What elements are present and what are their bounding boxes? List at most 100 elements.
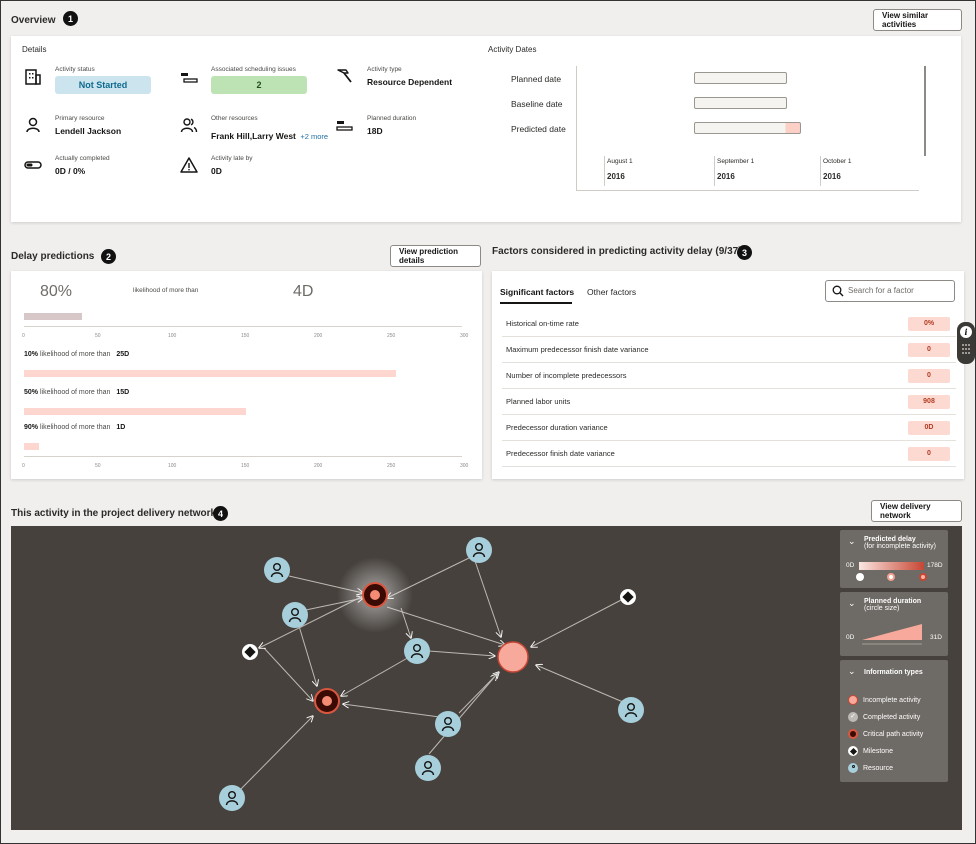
actually-completed-field: Actually completed 0D / 0% [55, 155, 110, 176]
factor-search-placeholder: Search for a factor [848, 286, 914, 295]
chevron-down-icon[interactable]: ⌄ [848, 536, 856, 546]
factor-value-badge: 0 [908, 446, 950, 461]
prediction-row-label: 50% likelihood of more than 15D [24, 389, 129, 396]
bottom-axis-tick: 300 [460, 463, 469, 469]
warning-icon [180, 157, 198, 173]
bottom-axis-tick: 100 [168, 463, 177, 469]
incomplete-activity-icon [848, 695, 858, 705]
network-edges [237, 557, 626, 793]
prediction-row-days: 25D [116, 351, 130, 358]
headline-days: 4D [293, 283, 314, 300]
gantt-row-baseline-label: Baseline date [511, 99, 563, 109]
activity-type-field: Activity type Resource Dependent [367, 66, 452, 87]
prediction-bar [24, 408, 246, 415]
factor-name: Number of incomplete predecessors [506, 371, 627, 380]
delay-predictions-title: Delay predictions [11, 251, 95, 262]
critical-path-icon [848, 729, 858, 739]
legend-info-title: Information types [864, 669, 923, 676]
factor-row[interactable]: Predecessor finish date variance 0 [502, 441, 956, 467]
resource-node[interactable] [264, 557, 290, 583]
legend-item-critical: Critical path activity [848, 729, 923, 739]
scheduling-issues-field: Associated scheduling issues 2 [211, 66, 307, 94]
view-delivery-network-button[interactable]: View delivery network [871, 500, 962, 522]
prediction-row-text: likelihood of more than [38, 424, 113, 431]
bottom-axis-tick: 150 [241, 463, 250, 469]
gantt-scrollbar[interactable] [924, 66, 926, 156]
resource-node[interactable] [466, 537, 492, 563]
prediction-bar [24, 443, 39, 450]
gantt-left-axis [576, 66, 577, 191]
legend-planned-duration-title: Planned duration (circle size) [864, 598, 922, 612]
resource-node[interactable] [415, 755, 441, 781]
milestone-node[interactable] [620, 589, 636, 605]
late-by-value: 0D [211, 166, 222, 176]
scheduling-issues-pill[interactable]: 2 [211, 76, 307, 94]
factor-name: Planned labor units [506, 397, 571, 406]
legend-delay-gradient [859, 562, 924, 570]
factor-row[interactable]: Historical on-time rate 0% [502, 311, 956, 337]
factor-search-input[interactable]: Search for a factor [825, 280, 955, 302]
top-axis-tick: 250 [387, 333, 396, 339]
critical-path-activity-node[interactable] [314, 688, 340, 714]
prediction-row-label: 90% likelihood of more than 1D [24, 424, 125, 431]
completed-activity-icon: ✓ [848, 712, 858, 722]
view-prediction-details-button[interactable]: View prediction details [390, 245, 481, 267]
chevron-down-icon[interactable]: ⌄ [848, 598, 856, 608]
prediction-row-days: 1D [116, 424, 126, 431]
factor-value-badge: 0D [908, 420, 950, 435]
factor-row[interactable]: Planned labor units 908 [502, 389, 956, 415]
network-canvas[interactable]: ⌄ Predicted delay (for incomplete activit… [11, 526, 962, 830]
active-tab-underline [500, 302, 572, 304]
factors-card [492, 271, 964, 479]
resource-nodes [219, 537, 644, 811]
top-axis-tick: 0 [22, 333, 25, 339]
resource-node[interactable] [219, 785, 245, 811]
factor-name: Predecessor duration variance [506, 423, 608, 432]
legend-delay-min: 0D [846, 562, 855, 569]
gantt-row-predicted-label: Predicted date [511, 124, 566, 134]
prediction-row-percent: 50% [24, 389, 39, 396]
resource-node[interactable] [618, 697, 644, 723]
critical-path-activity-node[interactable] [362, 582, 388, 608]
factor-row[interactable]: Predecessor duration variance 0D [502, 415, 956, 441]
legend-delay-dot-high [919, 573, 927, 581]
factor-value-badge: 0 [908, 368, 950, 383]
overview-number-badge: 1 [63, 11, 78, 26]
gantt-year-oct: 2016 [823, 172, 841, 181]
building-icon [25, 69, 41, 85]
tab-significant-factors[interactable]: Significant factors [500, 287, 575, 297]
legend-information-types: ⌄ Information types Incomplete activity … [840, 660, 948, 782]
prediction-row-text: likelihood of more than [38, 389, 113, 396]
factor-value-badge: 0 [908, 342, 950, 357]
legend-item-incomplete-label: Incomplete activity [863, 696, 921, 704]
milestone-icon [848, 746, 858, 756]
factor-row[interactable]: Maximum predecessor finish date variance… [502, 337, 956, 363]
other-resources-field: Other resources Frank Hill,Larry West +2… [211, 115, 328, 144]
headline-percent: 80% [40, 283, 73, 300]
person-icon [26, 117, 40, 133]
chevron-down-icon[interactable]: ⌄ [848, 666, 856, 676]
legend-duration-max: 31D [930, 634, 942, 641]
top-axis-tick: 100 [168, 333, 177, 339]
resource-node[interactable] [435, 711, 461, 737]
activity-type-label: Activity type [367, 66, 402, 73]
legend-predicted-delay: ⌄ Predicted delay (for incomplete activit… [840, 530, 948, 588]
activity-status-pill: Not Started [55, 76, 151, 94]
incomplete-activity-node[interactable] [497, 641, 529, 673]
other-resources-more-link[interactable]: +2 more [300, 132, 329, 141]
scheduling-issues-label: Associated scheduling issues [211, 66, 296, 73]
side-panel-handle[interactable]: i [957, 322, 975, 364]
view-similar-activities-button[interactable]: View similar activities [873, 9, 962, 31]
milestone-node[interactable] [242, 644, 258, 660]
legend-item-completed-label: Completed activity [863, 713, 921, 721]
factor-name: Historical on-time rate [506, 319, 579, 328]
top-axis-tick: 50 [95, 333, 101, 339]
factor-name: Predecessor finish date variance [506, 449, 615, 458]
bottom-axis-line [24, 456, 462, 457]
factor-row[interactable]: Number of incomplete predecessors 0 [502, 363, 956, 389]
resource-node[interactable] [404, 638, 430, 664]
legend-delay-max: 178D [927, 562, 943, 569]
details-heading: Details [22, 45, 47, 54]
resource-node[interactable] [282, 602, 308, 628]
tab-other-factors[interactable]: Other factors [587, 287, 637, 297]
